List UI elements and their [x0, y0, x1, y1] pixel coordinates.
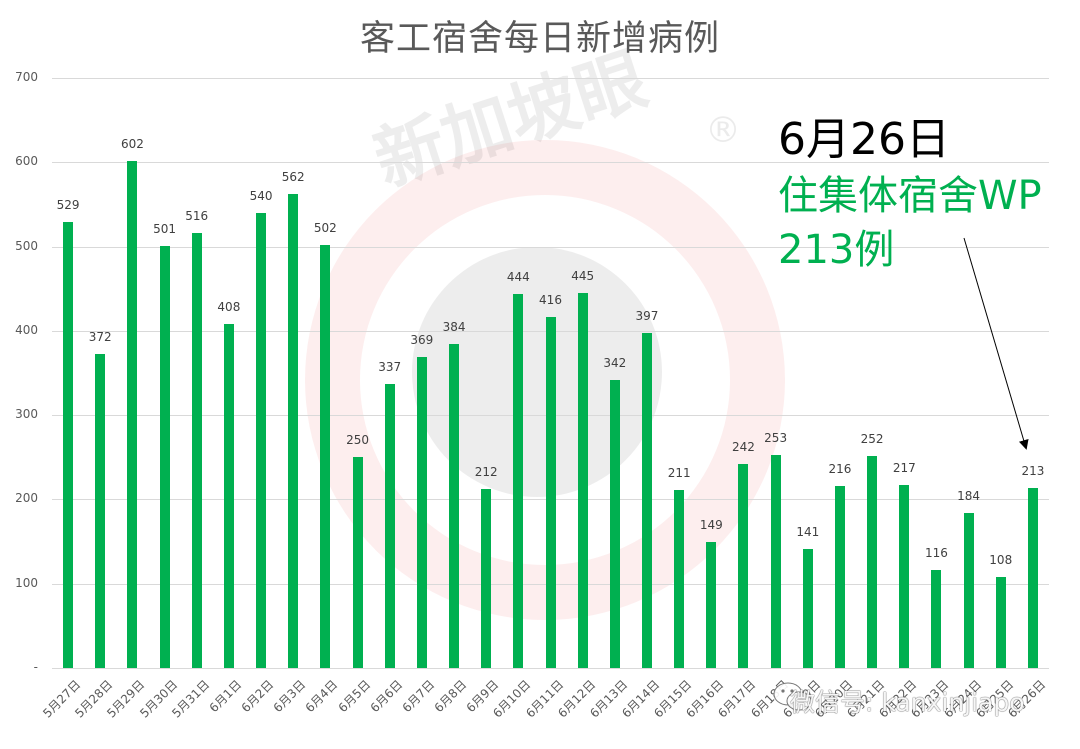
gridline: [52, 78, 1049, 79]
y-tick-label: 300: [15, 407, 38, 422]
data-label: 562: [281, 170, 305, 185]
data-label: 602: [120, 136, 144, 151]
data-label: 108: [989, 552, 1013, 567]
data-label: 141: [796, 525, 820, 540]
wechat-id-watermark: 微信号: kanxinjiapo: [790, 688, 1025, 717]
data-label: 372: [88, 330, 112, 345]
data-label: 250: [346, 433, 369, 448]
gridline: [52, 246, 1049, 248]
bar: [545, 317, 556, 668]
bar: [95, 354, 106, 668]
y-tick-label: 100: [15, 575, 38, 590]
gridline: [52, 162, 1049, 164]
y-tick-label: -: [33, 660, 38, 674]
data-label: 384: [442, 320, 466, 335]
y-tick-label: 400: [15, 322, 38, 337]
data-label: 501: [153, 221, 177, 236]
data-label: 184: [957, 488, 981, 503]
bar: [256, 212, 267, 668]
data-label: 213: [1021, 464, 1045, 479]
wechat-icon: [773, 682, 812, 711]
bar: [931, 570, 942, 668]
bar: [191, 233, 202, 668]
data-label: 444: [506, 269, 530, 284]
y-tick-label: 200: [15, 491, 38, 506]
gridline: [52, 668, 1049, 669]
bar: [481, 489, 492, 668]
y-tick-label: 500: [15, 238, 38, 253]
bar: [416, 356, 427, 668]
data-label: 445: [571, 268, 595, 283]
data-label: 216: [828, 461, 852, 476]
bar: [995, 576, 1006, 668]
bar: [770, 454, 781, 668]
annotation-line1: 住集体宿舍WP: [778, 173, 1042, 219]
data-label: 242: [732, 440, 755, 455]
data-label: 252: [860, 431, 884, 446]
y-tick-label: 700: [15, 70, 38, 84]
data-label: 416: [539, 293, 562, 308]
data-label: 502: [313, 220, 337, 235]
bar: [320, 244, 331, 668]
data-label: 369: [410, 332, 434, 347]
bar: [1027, 488, 1038, 668]
bar: [674, 490, 685, 668]
data-label: 211: [667, 466, 691, 481]
watermark-registered-mark: ®: [705, 110, 741, 151]
data-label: 337: [378, 359, 402, 374]
bar: [706, 542, 717, 668]
data-label: 149: [699, 518, 723, 533]
bar: [384, 383, 395, 668]
data-label: 516: [185, 209, 209, 224]
data-label: 397: [635, 309, 659, 324]
bar: [288, 194, 299, 668]
bar: [834, 485, 845, 668]
data-label: 408: [217, 300, 241, 315]
chart-title: 客工宿舍每日新增病例: [359, 19, 720, 59]
bar: [449, 344, 460, 668]
bar: [352, 457, 363, 668]
plot-area: 529 372 602 501 516 408 540 562 502 250 337 369 384 2…: [52, 78, 1049, 669]
bar: [609, 379, 620, 668]
annotation-line2: 213例: [778, 227, 895, 273]
y-tick-label: 600: [15, 154, 38, 169]
bar: [899, 485, 910, 668]
bar: [641, 333, 652, 668]
bar: [127, 160, 138, 668]
bar: [223, 324, 234, 668]
bar: [63, 222, 74, 668]
data-label: 529: [56, 198, 80, 213]
bar: [159, 245, 170, 668]
bar: [802, 549, 813, 668]
data-label: 540: [249, 188, 273, 203]
bar: [867, 455, 878, 668]
data-label: 116: [924, 546, 948, 561]
data-label: 342: [603, 355, 627, 370]
data-label: 217: [892, 461, 916, 476]
bar: [738, 464, 749, 668]
bar: [963, 512, 974, 668]
annotation-date: 6月26日: [778, 114, 950, 165]
data-label: 253: [764, 430, 788, 445]
bar: [577, 292, 588, 668]
bar: [513, 293, 524, 668]
data-label: 212: [474, 465, 498, 480]
